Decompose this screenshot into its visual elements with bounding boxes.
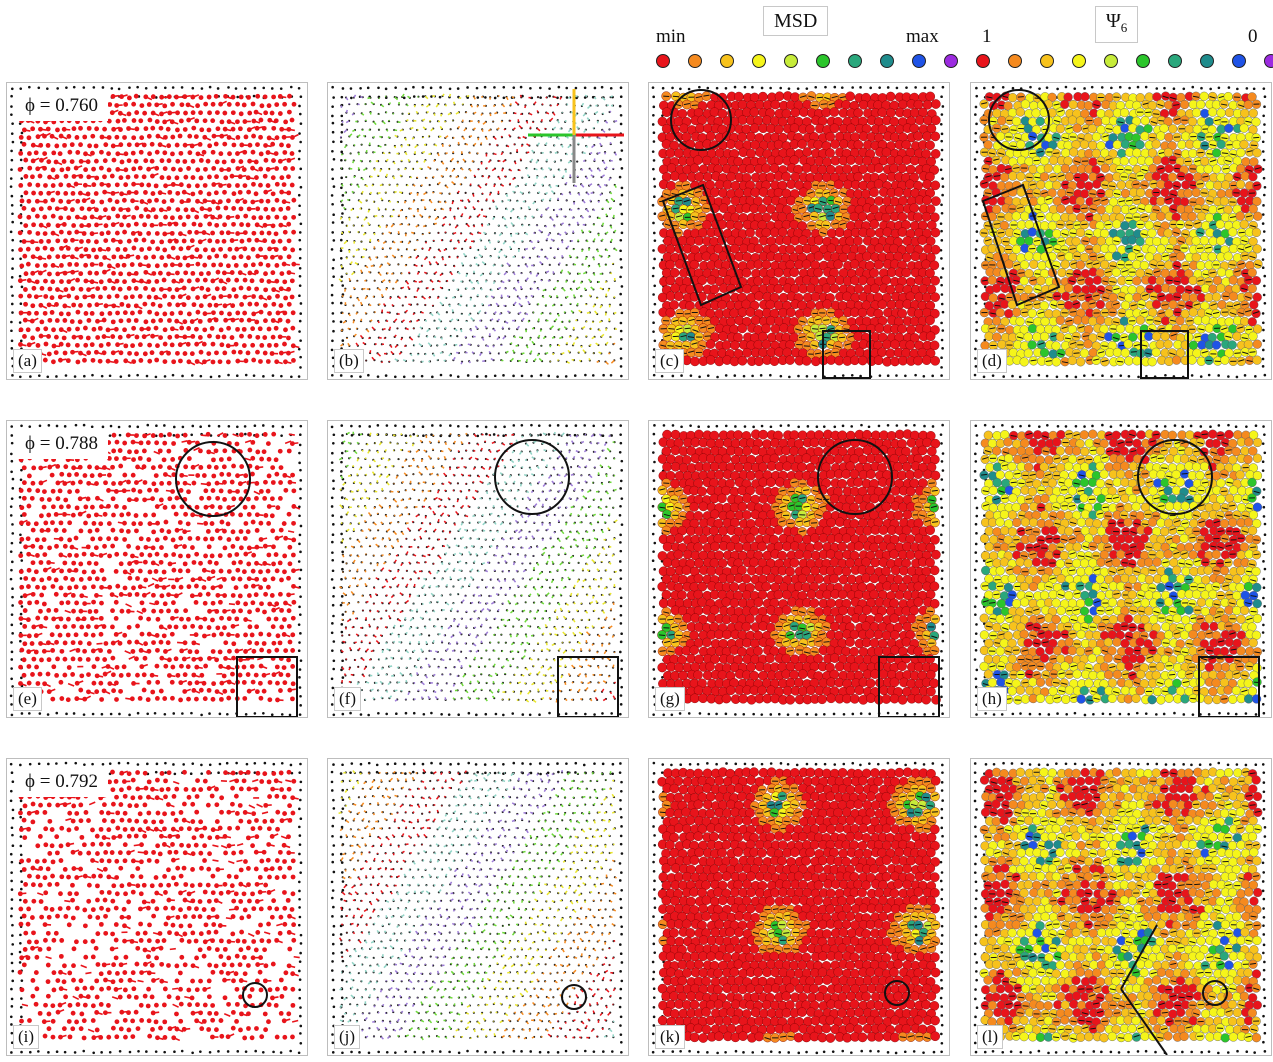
panel-d: (d) [970, 82, 1272, 380]
psi6-swatch [1104, 54, 1118, 68]
displacement-map-f [330, 423, 624, 717]
panel-g: (g) [648, 420, 950, 718]
panel-b: (b) [327, 82, 629, 380]
psi6-swatch [1232, 54, 1246, 68]
psi6-high-label: 1 [982, 26, 992, 48]
psi6-swatch [1200, 54, 1214, 68]
msd-map-g [651, 423, 945, 717]
psi6-map-d [973, 85, 1267, 379]
panel-j: (j) [327, 758, 629, 1056]
psi6-swatch [1264, 54, 1273, 68]
msd-legend-title: MSD [763, 6, 829, 36]
psi6-swatch [1008, 54, 1022, 68]
psi6-swatch [1072, 54, 1086, 68]
msd-swatch [816, 54, 830, 68]
psi6-subscript: 6 [1121, 20, 1128, 35]
msd-swatch [656, 54, 670, 68]
psi6-swatch [1040, 54, 1054, 68]
panel-c: (c) [648, 82, 950, 380]
msd-swatch [784, 54, 798, 68]
panel-f: (f) [327, 420, 629, 718]
msd-map-k [651, 761, 945, 1055]
msd-map-c [651, 85, 945, 379]
panel-label-c: (c) [655, 349, 684, 373]
psi6-symbol: Ψ [1106, 10, 1121, 32]
psi6-swatch [976, 54, 990, 68]
panel-label-d: (d) [977, 349, 1007, 373]
msd-min-label: min [656, 26, 686, 48]
phi-label-row3: ϕ = 0.792 [15, 767, 108, 797]
panel-label-h: (h) [977, 687, 1007, 711]
psi6-map-h [973, 423, 1267, 717]
panel-label-e: (e) [13, 687, 42, 711]
msd-swatch [944, 54, 958, 68]
particle-map-i [9, 761, 303, 1055]
msd-swatch [912, 54, 926, 68]
panel-i: ϕ = 0.792 (i) [6, 758, 308, 1056]
psi6-legend-title: Ψ6 [1095, 6, 1139, 43]
msd-swatch [848, 54, 862, 68]
panel-label-l: (l) [977, 1025, 1004, 1049]
psi6-low-label: 0 [1248, 26, 1258, 48]
panel-a: ϕ = 0.760 (a) [6, 82, 308, 380]
panel-e: ϕ = 0.788 (e) [6, 420, 308, 718]
panel-label-a: (a) [13, 349, 42, 373]
particle-map-e [9, 423, 303, 717]
particle-map-a [9, 85, 303, 379]
displacement-map-b [330, 85, 624, 379]
msd-swatch [880, 54, 894, 68]
panel-label-f: (f) [334, 687, 361, 711]
msd-swatch [752, 54, 766, 68]
panel-label-i: (i) [13, 1025, 40, 1049]
panel-label-k: (k) [655, 1025, 685, 1049]
psi6-map-l [973, 761, 1267, 1055]
panel-label-g: (g) [655, 687, 685, 711]
panel-h: (h) [970, 420, 1272, 718]
msd-max-label: max [906, 26, 939, 48]
phi-label-row1: ϕ = 0.760 [15, 91, 108, 121]
msd-swatch [720, 54, 734, 68]
panel-k: (k) [648, 758, 950, 1056]
psi6-swatch [1136, 54, 1150, 68]
panel-l: (l) [970, 758, 1272, 1056]
panel-label-j: (j) [334, 1025, 361, 1049]
psi6-swatch [1168, 54, 1182, 68]
panel-label-b: (b) [334, 349, 364, 373]
phi-label-row2: ϕ = 0.788 [15, 429, 108, 459]
msd-swatch [688, 54, 702, 68]
displacement-map-j [330, 761, 624, 1055]
